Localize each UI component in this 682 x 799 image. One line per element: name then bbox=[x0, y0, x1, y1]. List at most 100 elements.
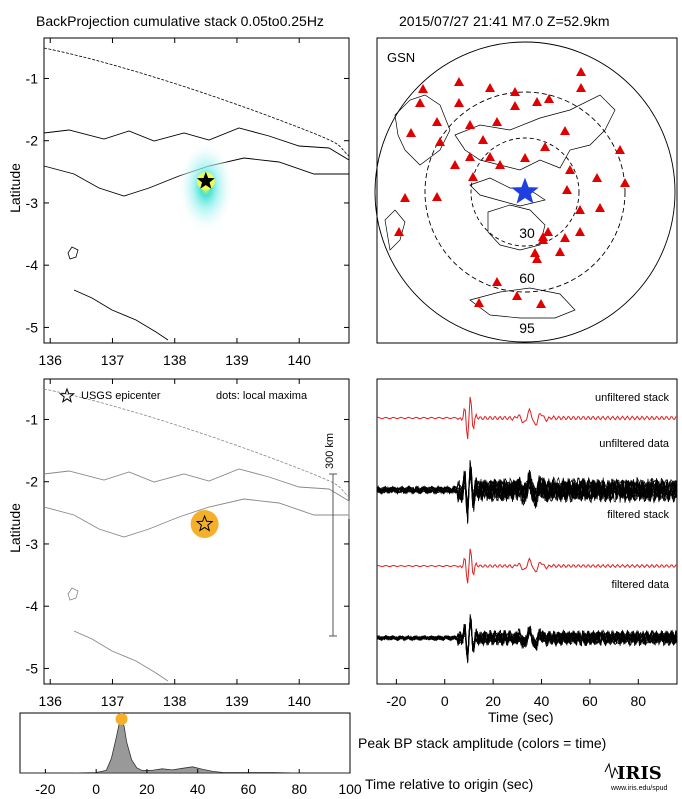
continent-outline bbox=[384, 209, 406, 251]
coastline-south bbox=[73, 630, 169, 682]
map2-ylabel: Latitude bbox=[6, 503, 23, 553]
distance-ring bbox=[374, 41, 676, 343]
y-tick-label: -1 bbox=[26, 411, 39, 427]
station-triangle-icon bbox=[510, 87, 520, 96]
trace-label: filtered stack bbox=[607, 509, 669, 521]
trace-label: unfiltered stack bbox=[595, 392, 669, 404]
y-tick-label: -2 bbox=[26, 133, 39, 149]
station-triangle-icon bbox=[432, 192, 442, 201]
station-triangle-icon bbox=[485, 83, 495, 92]
station-triangle-icon bbox=[400, 193, 410, 202]
coastline-island-north bbox=[43, 127, 350, 178]
station-triangle-icon bbox=[532, 97, 542, 106]
stack-amplitude-area bbox=[20, 721, 350, 774]
station-triangle-icon bbox=[454, 98, 464, 107]
scale-bar-label: 300 km bbox=[324, 432, 337, 470]
station-triangle-icon bbox=[485, 152, 495, 161]
legend-dots-label: dots: local maxima bbox=[216, 390, 308, 402]
station-triangle-icon bbox=[406, 128, 416, 137]
station-triangle-icon bbox=[394, 227, 404, 236]
y-tick-label: -4 bbox=[26, 598, 39, 614]
unfiltered-data-trace bbox=[376, 462, 678, 514]
stack-xlabel: Time relative to origin (sec) bbox=[365, 776, 534, 792]
small-island bbox=[67, 587, 79, 601]
x-tick-label: 136 bbox=[39, 693, 63, 709]
station-triangle-icon bbox=[615, 145, 625, 154]
event-info: 2015/07/27 21:41 M7.0 Z=52.9km bbox=[399, 13, 610, 29]
station-triangle-icon bbox=[576, 67, 586, 76]
x-tick-label: 80 bbox=[631, 693, 647, 709]
y-tick-label: -5 bbox=[26, 319, 39, 335]
continent-outline bbox=[394, 94, 451, 166]
x-tick-label: -20 bbox=[386, 693, 406, 709]
map1-ylabel: Latitude bbox=[6, 163, 23, 213]
continent-outline bbox=[487, 204, 546, 251]
traces-panel bbox=[376, 378, 678, 685]
iris-logo-text: IRIS bbox=[617, 763, 662, 784]
station-triangle-icon bbox=[478, 135, 488, 144]
station-triangle-icon bbox=[560, 126, 570, 135]
x-tick-label: 20 bbox=[139, 781, 155, 797]
gsn-panel bbox=[374, 37, 678, 344]
x-tick-label: 60 bbox=[241, 781, 257, 797]
x-tick-label: 138 bbox=[163, 693, 187, 709]
iris-logo-wave-icon bbox=[604, 762, 619, 779]
iris-logo-url: www.iris.edu/spud bbox=[611, 785, 668, 792]
station-triangle-icon bbox=[540, 142, 550, 151]
map-panel-0 bbox=[43, 37, 350, 344]
map-panel-2 bbox=[43, 378, 350, 685]
station-triangle-icon bbox=[560, 233, 570, 242]
ring-label: 60 bbox=[519, 270, 535, 286]
station-triangle-icon bbox=[495, 160, 505, 169]
x-tick-label: 136 bbox=[39, 352, 63, 368]
station-triangle-icon bbox=[543, 227, 553, 236]
x-tick-label: 138 bbox=[163, 352, 187, 368]
epicenter-star-icon bbox=[195, 514, 214, 532]
y-tick-label: -5 bbox=[26, 660, 39, 676]
station-triangle-icon bbox=[532, 254, 542, 263]
x-tick-label: 40 bbox=[190, 781, 206, 797]
x-tick-label: 0 bbox=[441, 693, 449, 709]
x-tick-label: 0 bbox=[92, 781, 100, 797]
unfiltered-data-trace bbox=[376, 470, 678, 524]
y-tick-label: -4 bbox=[26, 257, 39, 273]
epicenter-star-icon bbox=[511, 177, 539, 204]
station-triangle-icon bbox=[544, 94, 554, 103]
station-triangle-icon bbox=[536, 299, 546, 308]
x-tick-label: 100 bbox=[338, 781, 362, 797]
x-tick-label: 60 bbox=[582, 693, 598, 709]
station-triangle-icon bbox=[474, 298, 484, 307]
station-triangle-icon bbox=[592, 173, 602, 182]
station-triangle-icon bbox=[418, 84, 428, 93]
station-triangle-icon bbox=[575, 227, 585, 236]
y-tick-label: -2 bbox=[26, 474, 39, 490]
station-triangle-icon bbox=[530, 248, 540, 257]
station-triangle-icon bbox=[512, 291, 522, 300]
legend-epicenter-label: USGS epicenter bbox=[81, 390, 161, 402]
y-tick-label: -1 bbox=[26, 70, 39, 86]
y-tick-label: -3 bbox=[26, 536, 39, 552]
unfiltered-data-trace bbox=[376, 471, 678, 524]
station-triangle-icon bbox=[492, 277, 502, 286]
trace-label: filtered data bbox=[612, 579, 670, 591]
x-tick-label: 139 bbox=[225, 693, 249, 709]
station-triangle-icon bbox=[565, 165, 575, 174]
legend-star-icon bbox=[58, 387, 76, 403]
station-triangle-icon bbox=[520, 153, 530, 162]
x-tick-label: 20 bbox=[485, 693, 501, 709]
coastline-south bbox=[73, 289, 169, 341]
station-triangle-icon bbox=[492, 117, 502, 126]
unfiltered-stack-trace bbox=[376, 396, 678, 440]
coastline-island-north bbox=[43, 468, 350, 519]
station-triangle-icon bbox=[435, 137, 445, 146]
station-triangle-icon bbox=[595, 203, 605, 212]
peak-time-dot bbox=[115, 713, 128, 725]
local-maximum-dot bbox=[190, 510, 219, 539]
x-tick-label: 137 bbox=[101, 693, 125, 709]
distance-ring bbox=[424, 91, 626, 293]
x-tick-label: 140 bbox=[288, 352, 312, 368]
station-triangle-icon bbox=[575, 205, 585, 214]
station-triangle-icon bbox=[454, 77, 464, 86]
ring-label: 30 bbox=[519, 225, 535, 241]
